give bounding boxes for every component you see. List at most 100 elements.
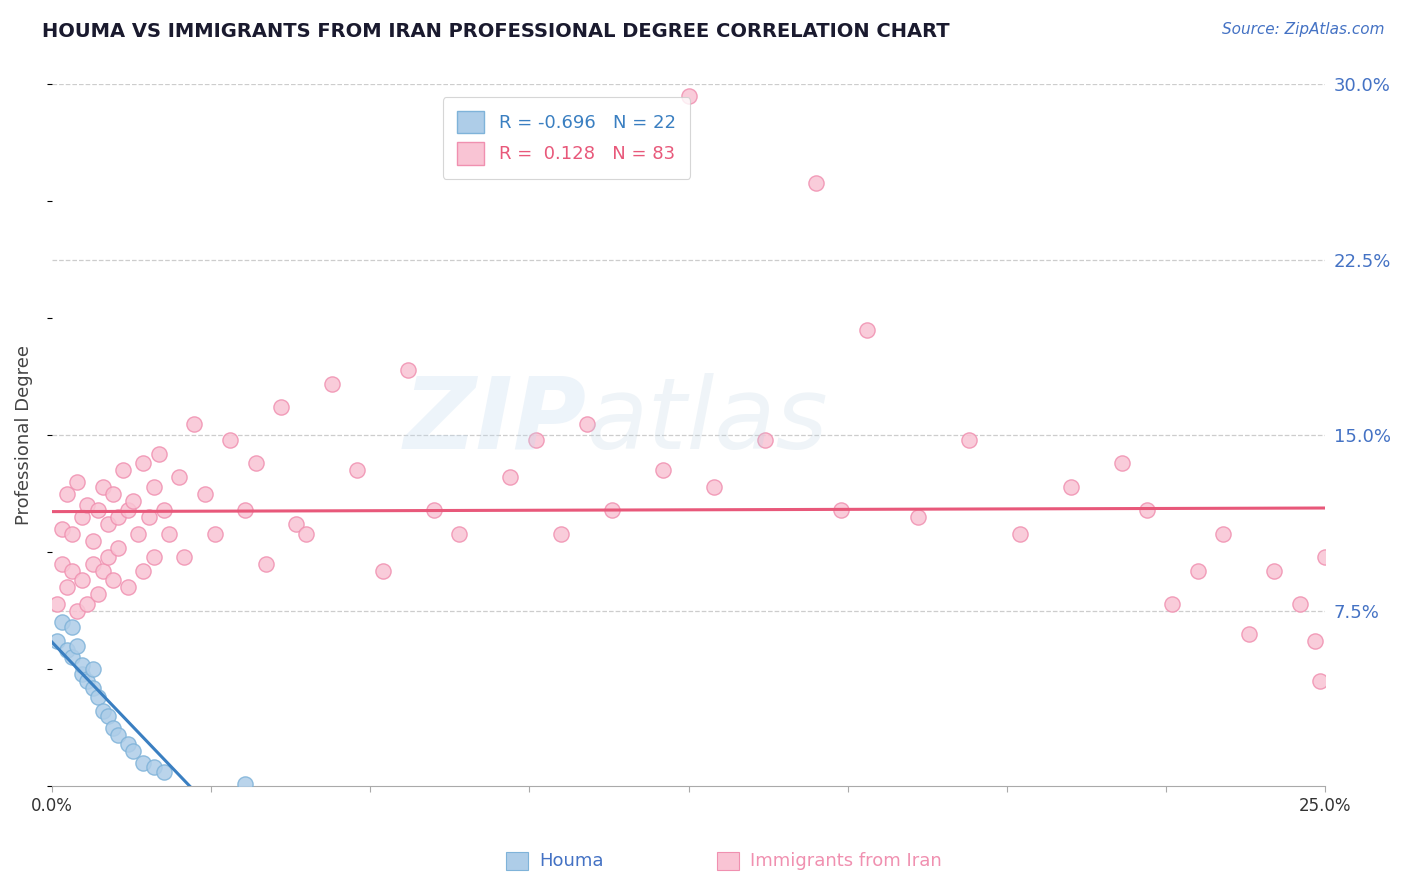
Point [1263,564,1285,578]
Point [112,463,135,477]
Point [233,777,256,791]
Point [183,417,205,431]
Point [76,597,98,611]
Point [703,480,725,494]
Text: Houma: Houma [540,852,605,870]
Point [254,557,277,571]
Point [82,681,104,695]
Point [60,526,83,541]
Point [82,662,104,676]
Point [499,470,522,484]
Point [142,549,165,564]
Point [524,433,547,447]
Point [107,510,129,524]
Point [346,463,368,477]
Point [233,503,256,517]
Point [1315,549,1337,564]
Point [86,587,108,601]
Point [245,456,267,470]
Point [101,487,124,501]
Point [122,493,145,508]
Point [91,480,114,494]
Point [1161,597,1184,611]
Y-axis label: Professional Degree: Professional Degree [15,345,32,525]
Point [173,549,195,564]
Point [60,620,83,634]
Text: ZIP: ZIP [404,373,586,470]
Point [76,673,98,688]
Point [142,760,165,774]
Point [107,728,129,742]
Point [107,541,129,555]
Point [45,634,67,648]
Text: Immigrants from Iran: Immigrants from Iran [751,852,942,870]
Point [295,526,318,541]
Point [132,564,155,578]
Point [804,176,827,190]
Point [101,574,124,588]
Point [91,564,114,578]
Point [56,580,79,594]
Point [56,487,79,501]
Point [138,510,160,524]
Point [907,510,929,524]
Point [167,470,190,484]
Point [600,503,623,517]
Point [321,376,343,391]
Point [270,401,292,415]
Point [97,517,120,532]
Point [1187,564,1209,578]
Point [1309,673,1331,688]
Text: HOUMA VS IMMIGRANTS FROM IRAN PROFESSIONAL DEGREE CORRELATION CHART: HOUMA VS IMMIGRANTS FROM IRAN PROFESSION… [42,22,950,41]
Text: atlas: atlas [586,373,828,470]
Point [45,597,67,611]
Point [132,456,155,470]
Point [51,522,73,536]
Point [153,765,176,780]
Point [285,517,308,532]
Point [60,650,83,665]
Point [1237,627,1260,641]
Point [51,557,73,571]
Point [550,526,572,541]
Point [72,657,94,672]
Text: Source: ZipAtlas.com: Source: ZipAtlas.com [1222,22,1385,37]
Point [652,463,675,477]
Legend: R = -0.696   N = 22, R =  0.128   N = 83: R = -0.696 N = 22, R = 0.128 N = 83 [443,97,690,179]
Point [60,564,83,578]
Point [1212,526,1234,541]
Point [86,503,108,517]
Point [122,744,145,758]
Point [142,480,165,494]
Point [101,721,124,735]
Point [830,503,852,517]
Point [72,574,94,588]
Point [754,433,776,447]
Point [957,433,980,447]
Point [396,363,419,377]
Point [66,604,89,618]
Point [117,737,139,751]
Point [219,433,242,447]
Point [66,475,89,489]
Point [1059,480,1081,494]
Point [117,580,139,594]
Point [82,557,104,571]
Point [117,503,139,517]
Point [91,704,114,718]
Point [449,526,471,541]
Point [132,756,155,770]
Point [82,533,104,548]
Point [97,549,120,564]
Point [1288,597,1310,611]
Point [371,564,394,578]
Point [51,615,73,630]
Point [1136,503,1159,517]
Point [194,487,217,501]
Point [66,639,89,653]
Point [72,510,94,524]
Point [148,447,170,461]
Point [127,526,149,541]
Point [423,503,446,517]
Point [86,690,108,705]
